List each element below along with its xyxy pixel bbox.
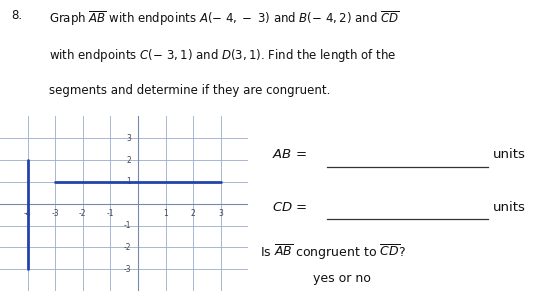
Text: -3: -3	[51, 209, 59, 218]
Text: 2: 2	[191, 209, 195, 218]
Text: -1: -1	[107, 209, 114, 218]
Text: Is $\overline{AB}$ congruent to $\overline{CD}$?: Is $\overline{AB}$ congruent to $\overli…	[260, 243, 406, 262]
Text: 1: 1	[163, 209, 168, 218]
Text: -2: -2	[124, 243, 131, 252]
Text: units: units	[494, 148, 526, 161]
Text: segments and determine if they are congruent.: segments and determine if they are congr…	[49, 84, 330, 97]
Text: -3: -3	[124, 265, 131, 274]
Text: -4: -4	[24, 209, 31, 218]
Text: $CD$ =: $CD$ =	[272, 201, 307, 214]
Text: 8.: 8.	[11, 9, 22, 22]
Text: 2: 2	[126, 156, 131, 164]
Text: $AB$ =: $AB$ =	[272, 148, 307, 161]
Text: -1: -1	[124, 221, 131, 230]
Text: units: units	[494, 201, 526, 214]
Text: Graph $\overline{AB}$ with endpoints $A(-\ 4,-\ 3)$ and $B(-\ 4,2)$ and $\overli: Graph $\overline{AB}$ with endpoints $A(…	[49, 9, 399, 28]
Text: -2: -2	[79, 209, 86, 218]
Text: 3: 3	[218, 209, 223, 218]
Text: with endpoints $C(-\ 3,1)$ and $D(3,1)$. Find the length of the: with endpoints $C(-\ 3,1)$ and $D(3,1)$.…	[49, 47, 396, 63]
Text: 1: 1	[126, 178, 131, 186]
Text: 3: 3	[126, 134, 131, 143]
Text: yes or no: yes or no	[313, 272, 370, 285]
